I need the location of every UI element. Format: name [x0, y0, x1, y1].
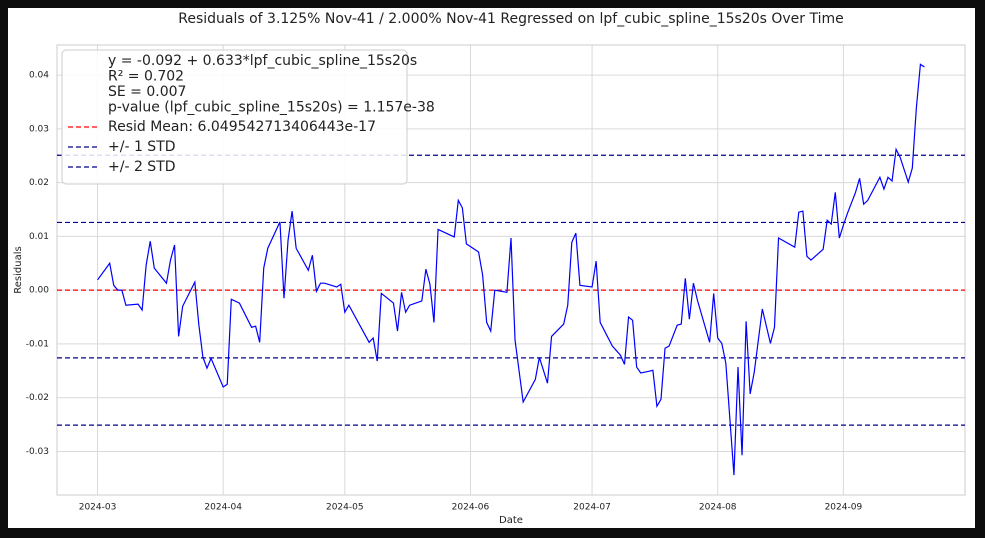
legend-stat: p-value (lpf_cubic_spline_15s20s) = 1.15…: [108, 100, 435, 116]
x-tick-label: 2024-06: [452, 503, 490, 513]
y-tick-label: 0.00: [29, 286, 49, 296]
y-tick-label: -0.02: [26, 393, 49, 403]
legend-stat: y = -0.092 + 0.633*lpf_cubic_spline_15s2…: [108, 53, 417, 69]
x-tick-label: 2024-07: [573, 503, 611, 513]
legend-stat: SE = 0.007: [108, 84, 186, 100]
y-tick-label: 0.01: [29, 232, 49, 242]
y-tick-label: 0.04: [29, 71, 49, 81]
x-axis-label: Date: [499, 515, 523, 526]
x-tick-label: 2024-05: [326, 503, 364, 513]
legend-label: +/- 2 STD: [108, 159, 176, 175]
x-tick-label: 2024-09: [825, 503, 863, 513]
y-axis-label: Residuals: [13, 246, 24, 293]
legend-box: [61, 49, 408, 185]
y-tick-label: -0.01: [26, 339, 49, 349]
y-tick-label: -0.03: [26, 447, 49, 457]
chart-title: Residuals of 3.125% Nov-41 / 2.000% Nov-…: [178, 11, 844, 27]
x-tick-label: 2024-08: [699, 503, 737, 513]
legend-label: Resid Mean: 6.049542713406443e-17: [108, 119, 376, 135]
y-tick-label: 0.03: [29, 124, 49, 134]
x-tick-label: 2024-03: [79, 503, 117, 513]
legend-stat: R² = 0.702: [108, 69, 184, 85]
residual-line: [97, 63, 925, 476]
y-tick-label: 0.02: [29, 178, 49, 188]
plot-border: [56, 44, 966, 496]
legend-label: +/- 1 STD: [108, 139, 176, 155]
x-tick-label: 2024-04: [204, 503, 242, 513]
